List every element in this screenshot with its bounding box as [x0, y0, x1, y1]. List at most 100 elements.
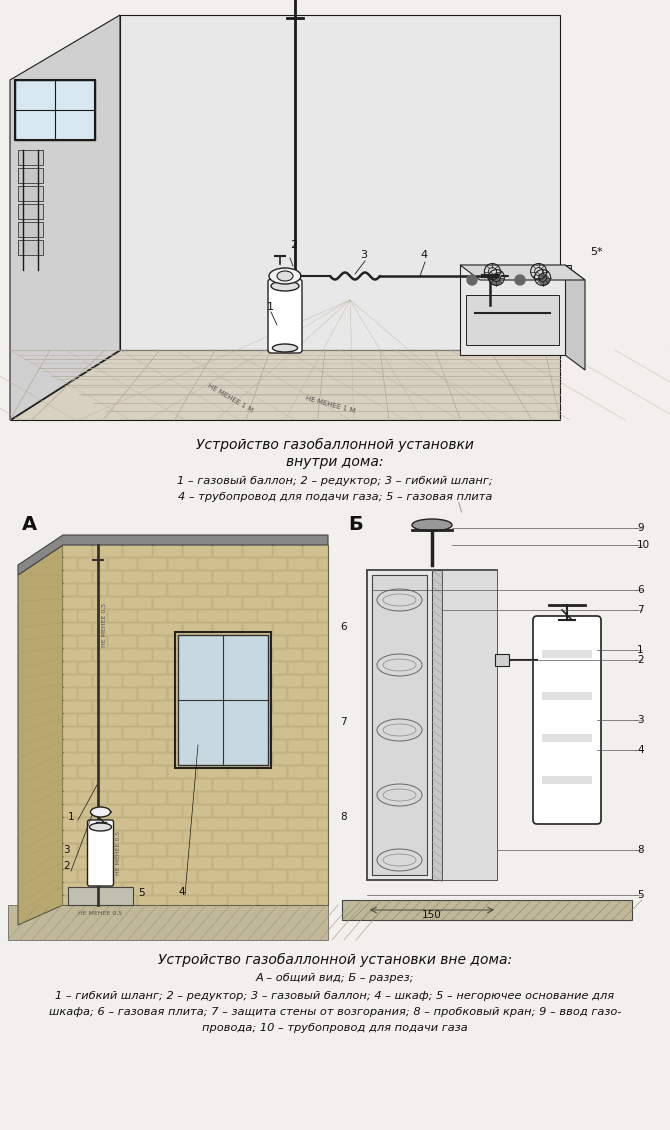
Text: 2: 2 — [290, 240, 297, 250]
Bar — [228, 558, 257, 570]
Bar — [63, 805, 92, 817]
Bar — [123, 545, 152, 557]
Bar — [123, 675, 152, 687]
Bar — [318, 662, 328, 673]
Bar — [258, 688, 287, 699]
Bar — [303, 649, 328, 661]
Bar — [93, 857, 122, 869]
Bar — [228, 610, 257, 622]
Bar — [138, 610, 167, 622]
Bar — [303, 857, 328, 869]
Bar — [138, 558, 167, 570]
Bar — [318, 870, 328, 883]
Bar — [303, 883, 328, 895]
Text: 4: 4 — [637, 745, 644, 755]
Text: 5: 5 — [637, 890, 644, 899]
Bar — [78, 766, 107, 777]
Bar — [258, 662, 287, 673]
Ellipse shape — [90, 807, 111, 817]
Bar — [138, 792, 167, 805]
Bar — [15, 80, 95, 140]
Bar — [93, 649, 122, 661]
Bar — [198, 688, 227, 699]
Circle shape — [515, 275, 525, 285]
Text: 10: 10 — [637, 540, 650, 550]
Bar — [243, 831, 272, 843]
Bar — [213, 597, 242, 609]
Bar — [168, 610, 197, 622]
Bar — [303, 701, 328, 713]
Bar — [303, 675, 328, 687]
Text: 1 – газовый баллон; 2 – редуктор; 3 – гибкий шланг;: 1 – газовый баллон; 2 – редуктор; 3 – ги… — [177, 476, 493, 486]
Bar — [78, 818, 107, 831]
Bar — [288, 792, 317, 805]
Bar — [78, 688, 107, 699]
Bar — [460, 266, 565, 355]
Bar — [228, 818, 257, 831]
Bar — [183, 883, 212, 895]
Text: 150: 150 — [422, 910, 442, 920]
Bar — [303, 571, 328, 583]
Circle shape — [491, 275, 501, 285]
Text: 4 – трубопровод для подачи газа; 5 – газовая плита: 4 – трубопровод для подачи газа; 5 – газ… — [178, 492, 492, 502]
Text: 6: 6 — [340, 622, 347, 632]
Bar — [318, 896, 328, 905]
Bar — [198, 636, 227, 647]
Bar — [93, 545, 122, 557]
Text: 1: 1 — [637, 645, 644, 655]
Bar — [93, 831, 122, 843]
Bar — [198, 844, 227, 857]
Bar — [303, 597, 328, 609]
Text: 3: 3 — [360, 250, 367, 260]
Polygon shape — [8, 905, 328, 940]
Bar — [93, 753, 122, 765]
Bar — [243, 545, 272, 557]
FancyBboxPatch shape — [268, 279, 302, 353]
Bar — [243, 623, 272, 635]
Bar — [288, 688, 317, 699]
Bar — [213, 831, 242, 843]
Bar — [138, 870, 167, 883]
Bar — [288, 766, 317, 777]
FancyBboxPatch shape — [88, 820, 113, 886]
Bar — [318, 714, 328, 725]
Bar — [63, 688, 77, 699]
Bar — [108, 584, 137, 596]
Bar — [138, 584, 167, 596]
Bar — [243, 727, 272, 739]
Bar — [288, 636, 317, 647]
Bar — [183, 831, 212, 843]
Bar — [78, 558, 107, 570]
Bar — [318, 792, 328, 805]
Text: Б: Б — [348, 515, 362, 534]
Bar — [108, 662, 137, 673]
Bar — [288, 870, 317, 883]
Bar — [18, 150, 42, 165]
Bar — [258, 818, 287, 831]
Bar — [18, 168, 42, 183]
Bar — [63, 714, 77, 725]
Bar — [138, 766, 167, 777]
Bar — [258, 792, 287, 805]
Bar — [168, 740, 197, 751]
Bar — [63, 818, 77, 831]
Bar — [168, 662, 197, 673]
Bar — [63, 753, 92, 765]
Bar — [183, 857, 212, 869]
Text: 4: 4 — [420, 250, 427, 260]
Bar — [273, 831, 302, 843]
Bar — [183, 571, 212, 583]
Bar — [198, 584, 227, 596]
Ellipse shape — [412, 519, 452, 531]
Bar — [78, 662, 107, 673]
Bar — [175, 632, 271, 768]
Text: 3: 3 — [63, 845, 70, 855]
Bar — [93, 571, 122, 583]
Bar — [18, 205, 42, 219]
Bar — [243, 597, 272, 609]
Bar — [273, 571, 302, 583]
Bar — [153, 857, 182, 869]
Bar — [303, 779, 328, 791]
Bar — [153, 571, 182, 583]
Bar — [258, 636, 287, 647]
